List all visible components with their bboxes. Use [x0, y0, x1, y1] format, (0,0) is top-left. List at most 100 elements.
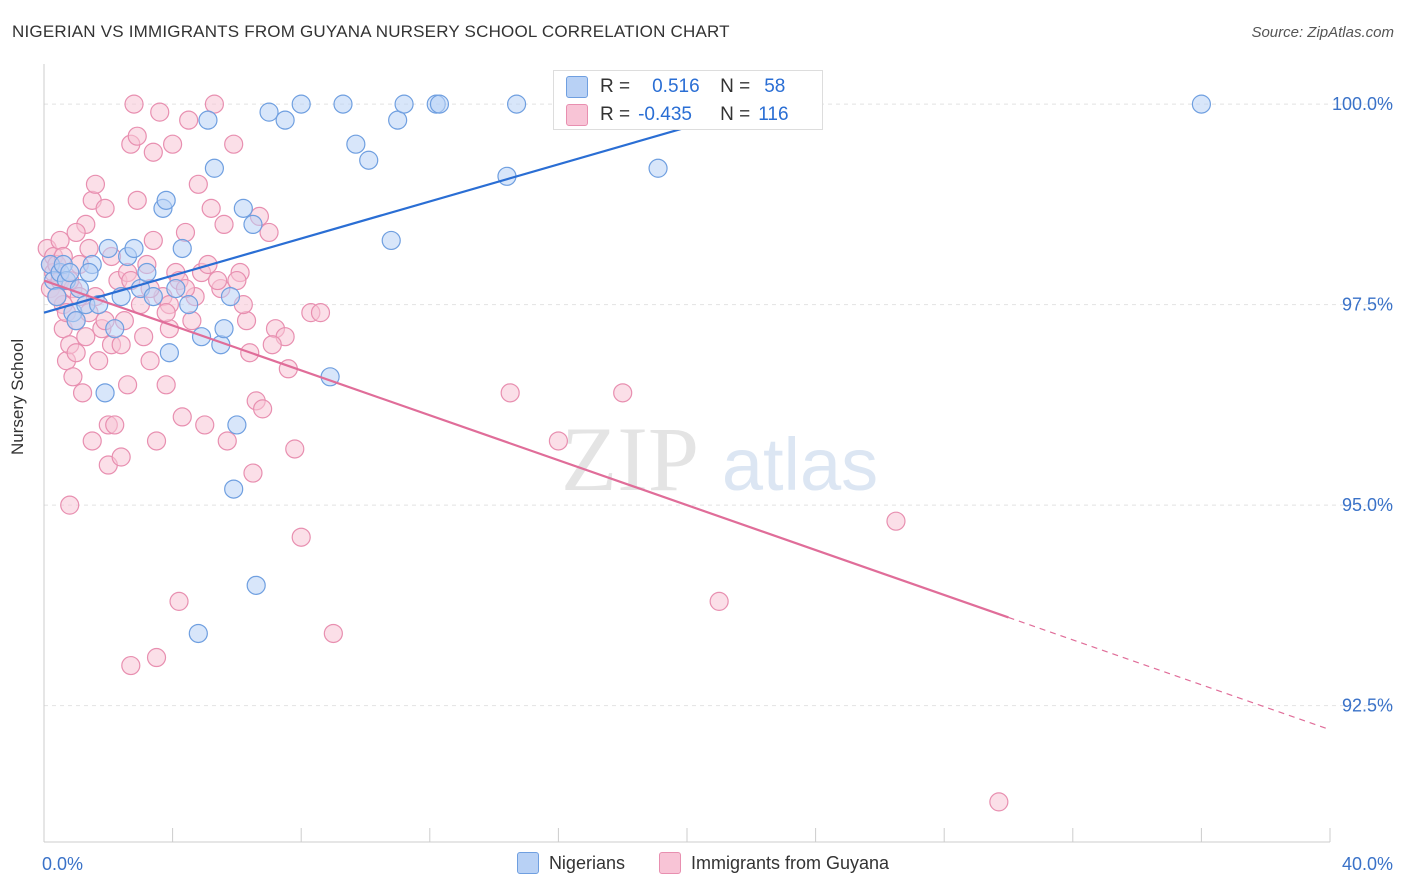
data-point	[323, 623, 343, 644]
data-point	[429, 94, 450, 114]
data-point	[146, 647, 167, 668]
data-point	[163, 134, 183, 154]
data-point	[227, 270, 247, 291]
n-label: N =	[720, 76, 751, 97]
data-point	[214, 214, 234, 235]
data-point	[124, 238, 144, 259]
data-point	[72, 383, 93, 403]
data-point	[85, 174, 106, 194]
data-point	[291, 527, 311, 547]
data-point	[66, 343, 86, 363]
y-tick-label: 95.0%	[1342, 495, 1393, 515]
data-point	[182, 311, 202, 331]
data-point	[188, 623, 208, 644]
data-point	[224, 479, 244, 499]
data-point	[886, 511, 906, 531]
watermark-atlas: atlas	[722, 423, 878, 506]
data-point	[79, 238, 99, 259]
data-point	[224, 134, 244, 154]
data-point	[66, 222, 86, 243]
data-point	[388, 110, 408, 130]
x-tick-label-end: 40.0%	[1342, 854, 1393, 874]
data-point	[204, 94, 224, 114]
data-point	[246, 575, 266, 595]
data-point	[227, 415, 247, 435]
stats-legend: R = 0.516 N = 58 R = -0.435 N = 116	[553, 70, 823, 130]
grid-lines	[44, 103, 1392, 707]
data-point	[381, 230, 401, 251]
data-point	[179, 110, 199, 130]
data-point	[156, 190, 176, 210]
data-point	[333, 94, 353, 114]
data-point	[310, 303, 331, 323]
data-point	[105, 415, 125, 435]
bottom-legend: Nigerians Immigrants from Guyana	[0, 852, 1406, 874]
data-point	[143, 286, 163, 307]
data-point	[95, 383, 115, 403]
data-point	[214, 319, 234, 339]
data-point	[111, 335, 131, 355]
data-point	[188, 174, 208, 194]
data-point	[150, 102, 170, 122]
r-label: R =	[600, 76, 631, 97]
stats-row-guyana: R = -0.435 N = 116	[566, 101, 789, 129]
data-point	[217, 431, 237, 451]
data-point	[89, 351, 109, 371]
data-point	[709, 591, 729, 611]
data-point	[394, 94, 414, 114]
data-point	[166, 278, 186, 299]
legend-swatch-guyana	[658, 852, 681, 874]
data-point	[146, 431, 167, 451]
data-point	[507, 94, 527, 114]
source-label: Source: ZipAtlas.com	[1251, 24, 1394, 41]
data-point	[60, 495, 80, 515]
r-label: R =	[600, 104, 631, 125]
data-point	[262, 335, 282, 355]
y-tick-label: 92.5%	[1342, 696, 1393, 716]
data-point	[95, 198, 115, 218]
data-point	[82, 431, 102, 451]
data-point	[50, 230, 70, 251]
data-point	[220, 286, 241, 307]
data-point	[105, 319, 125, 339]
data-point	[346, 134, 366, 154]
data-point	[137, 262, 157, 283]
data-point	[127, 126, 147, 146]
data-point	[285, 439, 305, 459]
data-point	[156, 303, 176, 323]
data-point	[275, 110, 295, 130]
legend-item-guyana: Immigrants from Guyana	[658, 852, 889, 874]
y-tick-label: 100.0%	[1332, 94, 1393, 114]
stats-swatch-guyana	[566, 104, 588, 126]
data-point	[195, 415, 215, 435]
data-point	[143, 142, 163, 162]
legend-label-nigerians: Nigerians	[548, 852, 625, 873]
data-point	[127, 190, 147, 210]
trend-line	[43, 103, 768, 314]
chart-title: NIGERIAN VS IMMIGRANTS FROM GUYANA NURSE…	[12, 22, 730, 41]
data-point	[76, 327, 96, 347]
data-point	[111, 447, 131, 467]
data-point	[140, 351, 160, 371]
axes	[43, 64, 1331, 843]
data-point	[79, 262, 99, 283]
r-value: -0.435	[638, 104, 692, 125]
x-tick-label-start: 0.0%	[42, 854, 83, 874]
data-point	[66, 311, 86, 331]
data-point	[259, 102, 279, 122]
data-point	[359, 150, 379, 170]
data-point	[259, 222, 279, 243]
data-point	[143, 230, 163, 251]
data-point	[172, 238, 192, 259]
n-label: N =	[720, 104, 751, 125]
trend-line	[43, 279, 1009, 619]
data-point	[989, 792, 1009, 812]
y-tick-label: 97.5%	[1342, 295, 1393, 315]
data-point	[121, 655, 141, 676]
data-point	[179, 295, 199, 315]
data-point	[648, 158, 668, 178]
trend-line-extension	[1008, 616, 1331, 731]
data-point	[253, 399, 273, 419]
data-point	[236, 311, 257, 331]
